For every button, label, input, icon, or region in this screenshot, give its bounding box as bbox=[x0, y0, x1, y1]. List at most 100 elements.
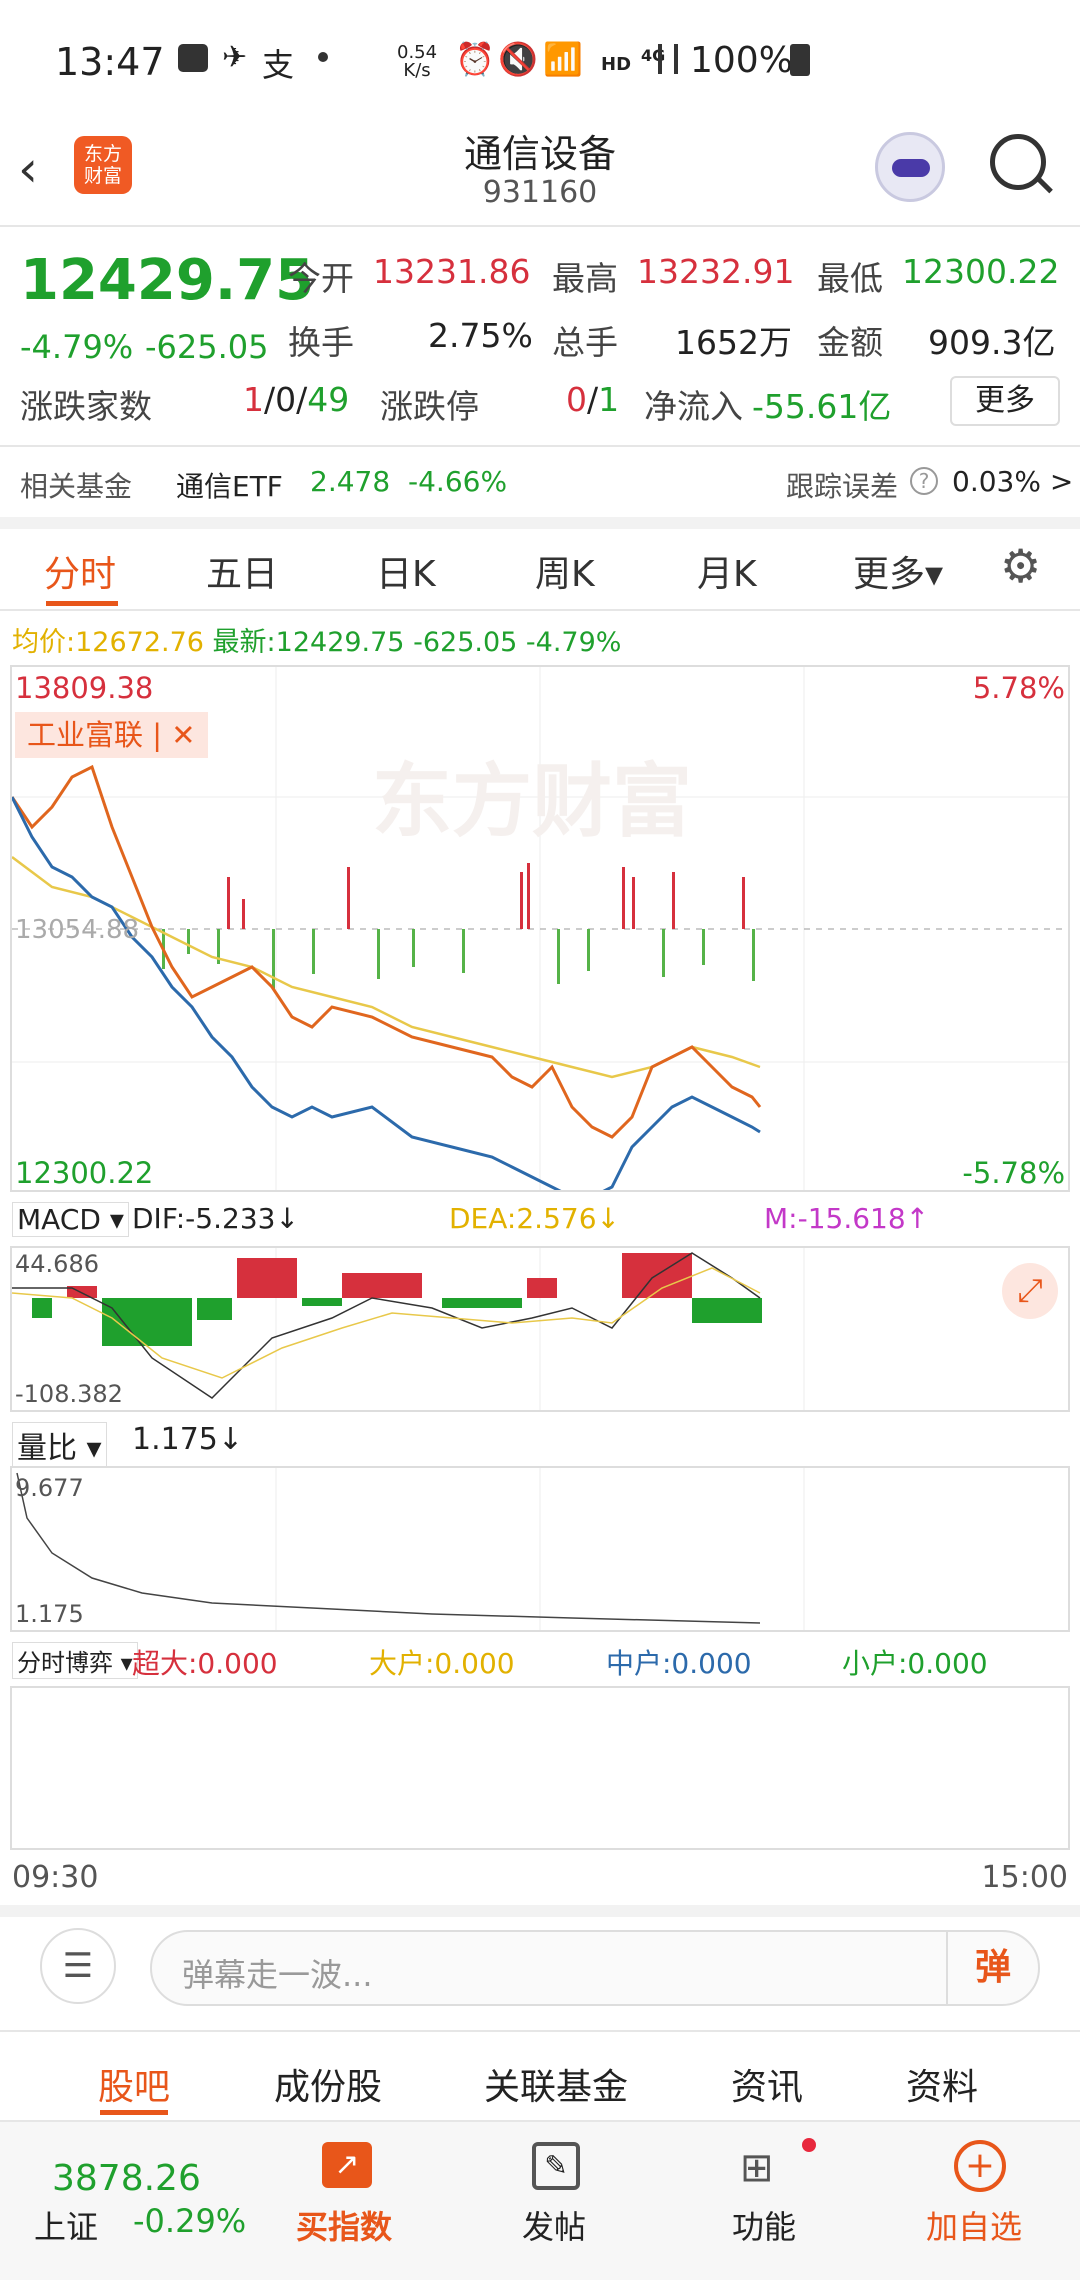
related-fund-row[interactable]: 相关基金 通信ETF 2.478 -4.66% 跟踪误差 ? 0.03% > bbox=[0, 447, 1080, 517]
flow-chart[interactable] bbox=[10, 1686, 1070, 1850]
volume-bars bbox=[162, 863, 755, 989]
amount-value: 909.3亿 bbox=[928, 323, 1056, 362]
tab-news[interactable]: 资讯 bbox=[731, 2067, 804, 2108]
expand-icon[interactable]: ⤢ bbox=[1002, 1263, 1058, 1319]
advance-decline-label: 涨跌家数 bbox=[20, 387, 152, 426]
macd-chart[interactable]: 44.686 -108.382 ⤢ bbox=[10, 1246, 1070, 1412]
chart-top-price: 13809.38 bbox=[15, 671, 154, 705]
macd-top: 44.686 bbox=[15, 1250, 99, 1278]
open-value: 13231.86 bbox=[373, 252, 531, 291]
macd-selector[interactable]: MACD ▾ bbox=[12, 1202, 129, 1237]
signal-icon bbox=[658, 44, 678, 74]
buy-index-button[interactable]: ↗ 买指数 bbox=[290, 2132, 400, 2272]
intraday-chart-svg bbox=[12, 667, 1068, 1190]
status-bar: 13:47 ✈ 支 0.54 K/s ⏰ 🔇 📶 HD 4G 100% bbox=[0, 0, 1080, 120]
open-label: 今开 bbox=[288, 259, 354, 298]
tab-more[interactable]: 更多▾ bbox=[853, 554, 944, 595]
index-name: 上证 bbox=[34, 2208, 99, 2246]
search-icon[interactable] bbox=[990, 134, 1046, 190]
tracking-error-label: 跟踪误差 bbox=[786, 470, 899, 503]
help-icon[interactable]: ? bbox=[910, 467, 938, 495]
add-icon: + bbox=[954, 2140, 1006, 2192]
net-inflow-label: 净流入 bbox=[644, 387, 743, 426]
danmu-settings-icon[interactable]: ☰ bbox=[40, 1928, 116, 2004]
chart-bottom-pct: -5.78% bbox=[962, 1156, 1065, 1190]
tab-monthly-k[interactable]: 月K bbox=[697, 554, 757, 595]
flow-header: 分时博弈 ▾ 超大:0.000 大户:0.000 中户:0.000 小户:0.0… bbox=[12, 1638, 1072, 1684]
intraday-chart[interactable]: 东方财富 13809.38 5.78% 工业富联 | ✕ 13054.88 12… bbox=[10, 665, 1070, 1192]
change-pct: -4.79% bbox=[20, 328, 134, 366]
message-icon bbox=[178, 44, 208, 72]
more-button[interactable]: 更多 bbox=[950, 376, 1060, 426]
tab-weekly-k[interactable]: 周K bbox=[535, 554, 595, 595]
trend-icon: ↗ bbox=[322, 2142, 372, 2188]
stock-code: 931160 bbox=[482, 175, 598, 210]
net-inflow-value: -55.61亿 bbox=[752, 387, 892, 426]
post-label: 发帖 bbox=[522, 2208, 587, 2246]
sub-tabs: 股吧 成份股 关联基金 资讯 资料 bbox=[0, 2040, 1080, 2120]
amount-label: 金额 bbox=[817, 323, 883, 362]
index-pct: -0.29% bbox=[133, 2202, 247, 2240]
danmu-placeholder: 弹幕走一波... bbox=[182, 1956, 373, 1994]
alipay-icon: 支 bbox=[262, 46, 295, 84]
tab-intraday[interactable]: 分时 bbox=[44, 554, 117, 595]
danmu-input[interactable]: 弹幕走一波... 弹 bbox=[150, 1930, 1040, 2006]
grid-icon: ⊞ bbox=[740, 2145, 774, 2191]
chart-info-bar: 均价:12672.76 最新:12429.75 -625.05 -4.79% bbox=[12, 627, 622, 658]
low-value: 12300.22 bbox=[902, 252, 1060, 291]
ratio-chart-svg bbox=[16, 1468, 805, 1630]
tab-daily-k[interactable]: 日K bbox=[376, 554, 436, 595]
battery-text: 100% bbox=[690, 40, 793, 81]
header: ‹ 东方财富 通信设备 931160 bbox=[0, 120, 1080, 225]
function-button[interactable]: ⊞ 功能 bbox=[720, 2132, 816, 2272]
post-button[interactable]: ✎ 发帖 bbox=[510, 2132, 600, 2272]
high-value: 13232.91 bbox=[637, 252, 795, 291]
macd-bottom: -108.382 bbox=[15, 1380, 123, 1408]
tab-five-day[interactable]: 五日 bbox=[206, 554, 279, 595]
add-watchlist-label: 加自选 bbox=[926, 2208, 1023, 2246]
tab-related-funds[interactable]: 关联基金 bbox=[484, 2067, 629, 2108]
flow-super: 超大:0.000 bbox=[132, 1647, 278, 1680]
tab-constituents[interactable]: 成份股 bbox=[274, 2067, 383, 2108]
macd-chart-svg bbox=[12, 1248, 805, 1410]
current-price: 12429.75 bbox=[20, 248, 315, 313]
limit-value: 0/1 bbox=[566, 380, 620, 419]
ratio-selector[interactable]: 量比 ▾ bbox=[12, 1422, 107, 1468]
status-time: 13:47 bbox=[55, 40, 165, 84]
chart-mid-price: 13054.88 bbox=[15, 915, 140, 945]
battery-icon bbox=[790, 44, 810, 76]
danmu-button[interactable]: 弹 bbox=[946, 1932, 1038, 2004]
related-fund-label: 相关基金 bbox=[20, 470, 133, 503]
period-tabs: 分时 五日 日K 周K 月K 更多▾ ⚙ bbox=[0, 529, 1080, 609]
tab-profile[interactable]: 资料 bbox=[906, 2067, 979, 2108]
ratio-value: 1.175↓ bbox=[132, 1422, 244, 1457]
back-icon[interactable]: ‹ bbox=[18, 140, 38, 198]
avg-price-line bbox=[12, 856, 761, 1079]
app-logo[interactable]: 东方财富 bbox=[74, 136, 132, 194]
ratio-chart[interactable]: 9.677 1.175 bbox=[10, 1466, 1070, 1632]
sse-index[interactable]: 3878.26 上证 -0.29% bbox=[0, 2122, 260, 2280]
mute-icon: 🔇 bbox=[498, 40, 538, 78]
chart-top-pct: 5.78% bbox=[972, 671, 1065, 705]
ratio-bottom: 1.175 bbox=[15, 1600, 84, 1628]
fund-price: 2.478 bbox=[310, 465, 391, 498]
notification-dot bbox=[802, 2138, 816, 2152]
tab-guba[interactable]: 股吧 bbox=[98, 2067, 171, 2108]
volume-label: 总手 bbox=[552, 323, 618, 362]
macd-header: MACD ▾ DIF:-5.233↓ DEA:2.576↓ M:-15.618↑ bbox=[12, 1198, 1072, 1244]
chart-bottom-price: 12300.22 bbox=[15, 1156, 154, 1190]
turnover-value: 2.75% bbox=[428, 316, 533, 355]
flow-selector[interactable]: 分时博弈 ▾ bbox=[12, 1642, 138, 1679]
watermark: 东方财富 bbox=[372, 755, 692, 848]
tracking-error-value: 0.03% > bbox=[952, 465, 1074, 498]
settings-icon[interactable]: ⚙ bbox=[1000, 539, 1042, 593]
limit-label: 涨跌停 bbox=[380, 387, 479, 426]
ratio-top: 9.677 bbox=[15, 1474, 84, 1502]
page-title: 通信设备 bbox=[463, 132, 616, 176]
robot-assistant-icon[interactable] bbox=[875, 132, 945, 202]
high-label: 最高 bbox=[552, 259, 618, 298]
macd-m: M:-15.618↑ bbox=[764, 1202, 930, 1235]
compare-stock-tag[interactable]: 工业富联 | ✕ bbox=[15, 712, 208, 758]
time-end: 15:00 bbox=[981, 1860, 1068, 1895]
add-watchlist-button[interactable]: + 加自选 bbox=[920, 2132, 1040, 2272]
